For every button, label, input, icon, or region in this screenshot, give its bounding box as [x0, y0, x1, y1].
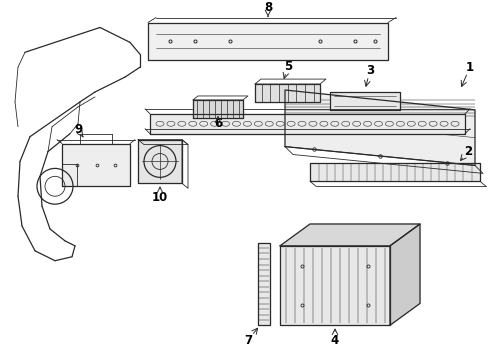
Polygon shape	[280, 224, 420, 246]
Polygon shape	[330, 92, 400, 110]
Polygon shape	[390, 224, 420, 325]
Polygon shape	[255, 84, 320, 102]
Polygon shape	[148, 23, 388, 60]
Text: 1: 1	[466, 61, 474, 74]
Polygon shape	[285, 90, 475, 166]
Text: 3: 3	[366, 64, 374, 77]
Text: 6: 6	[214, 117, 222, 130]
Polygon shape	[258, 243, 270, 325]
Text: 10: 10	[152, 191, 168, 204]
Text: 2: 2	[464, 145, 472, 158]
Polygon shape	[310, 163, 480, 181]
Polygon shape	[138, 140, 182, 183]
Polygon shape	[193, 100, 243, 118]
Polygon shape	[150, 114, 465, 134]
Polygon shape	[62, 144, 130, 186]
Text: 7: 7	[244, 334, 252, 347]
Text: 4: 4	[331, 334, 339, 347]
Polygon shape	[280, 246, 390, 325]
Text: 5: 5	[284, 60, 292, 73]
Text: 9: 9	[74, 123, 82, 136]
Text: 8: 8	[264, 1, 272, 14]
